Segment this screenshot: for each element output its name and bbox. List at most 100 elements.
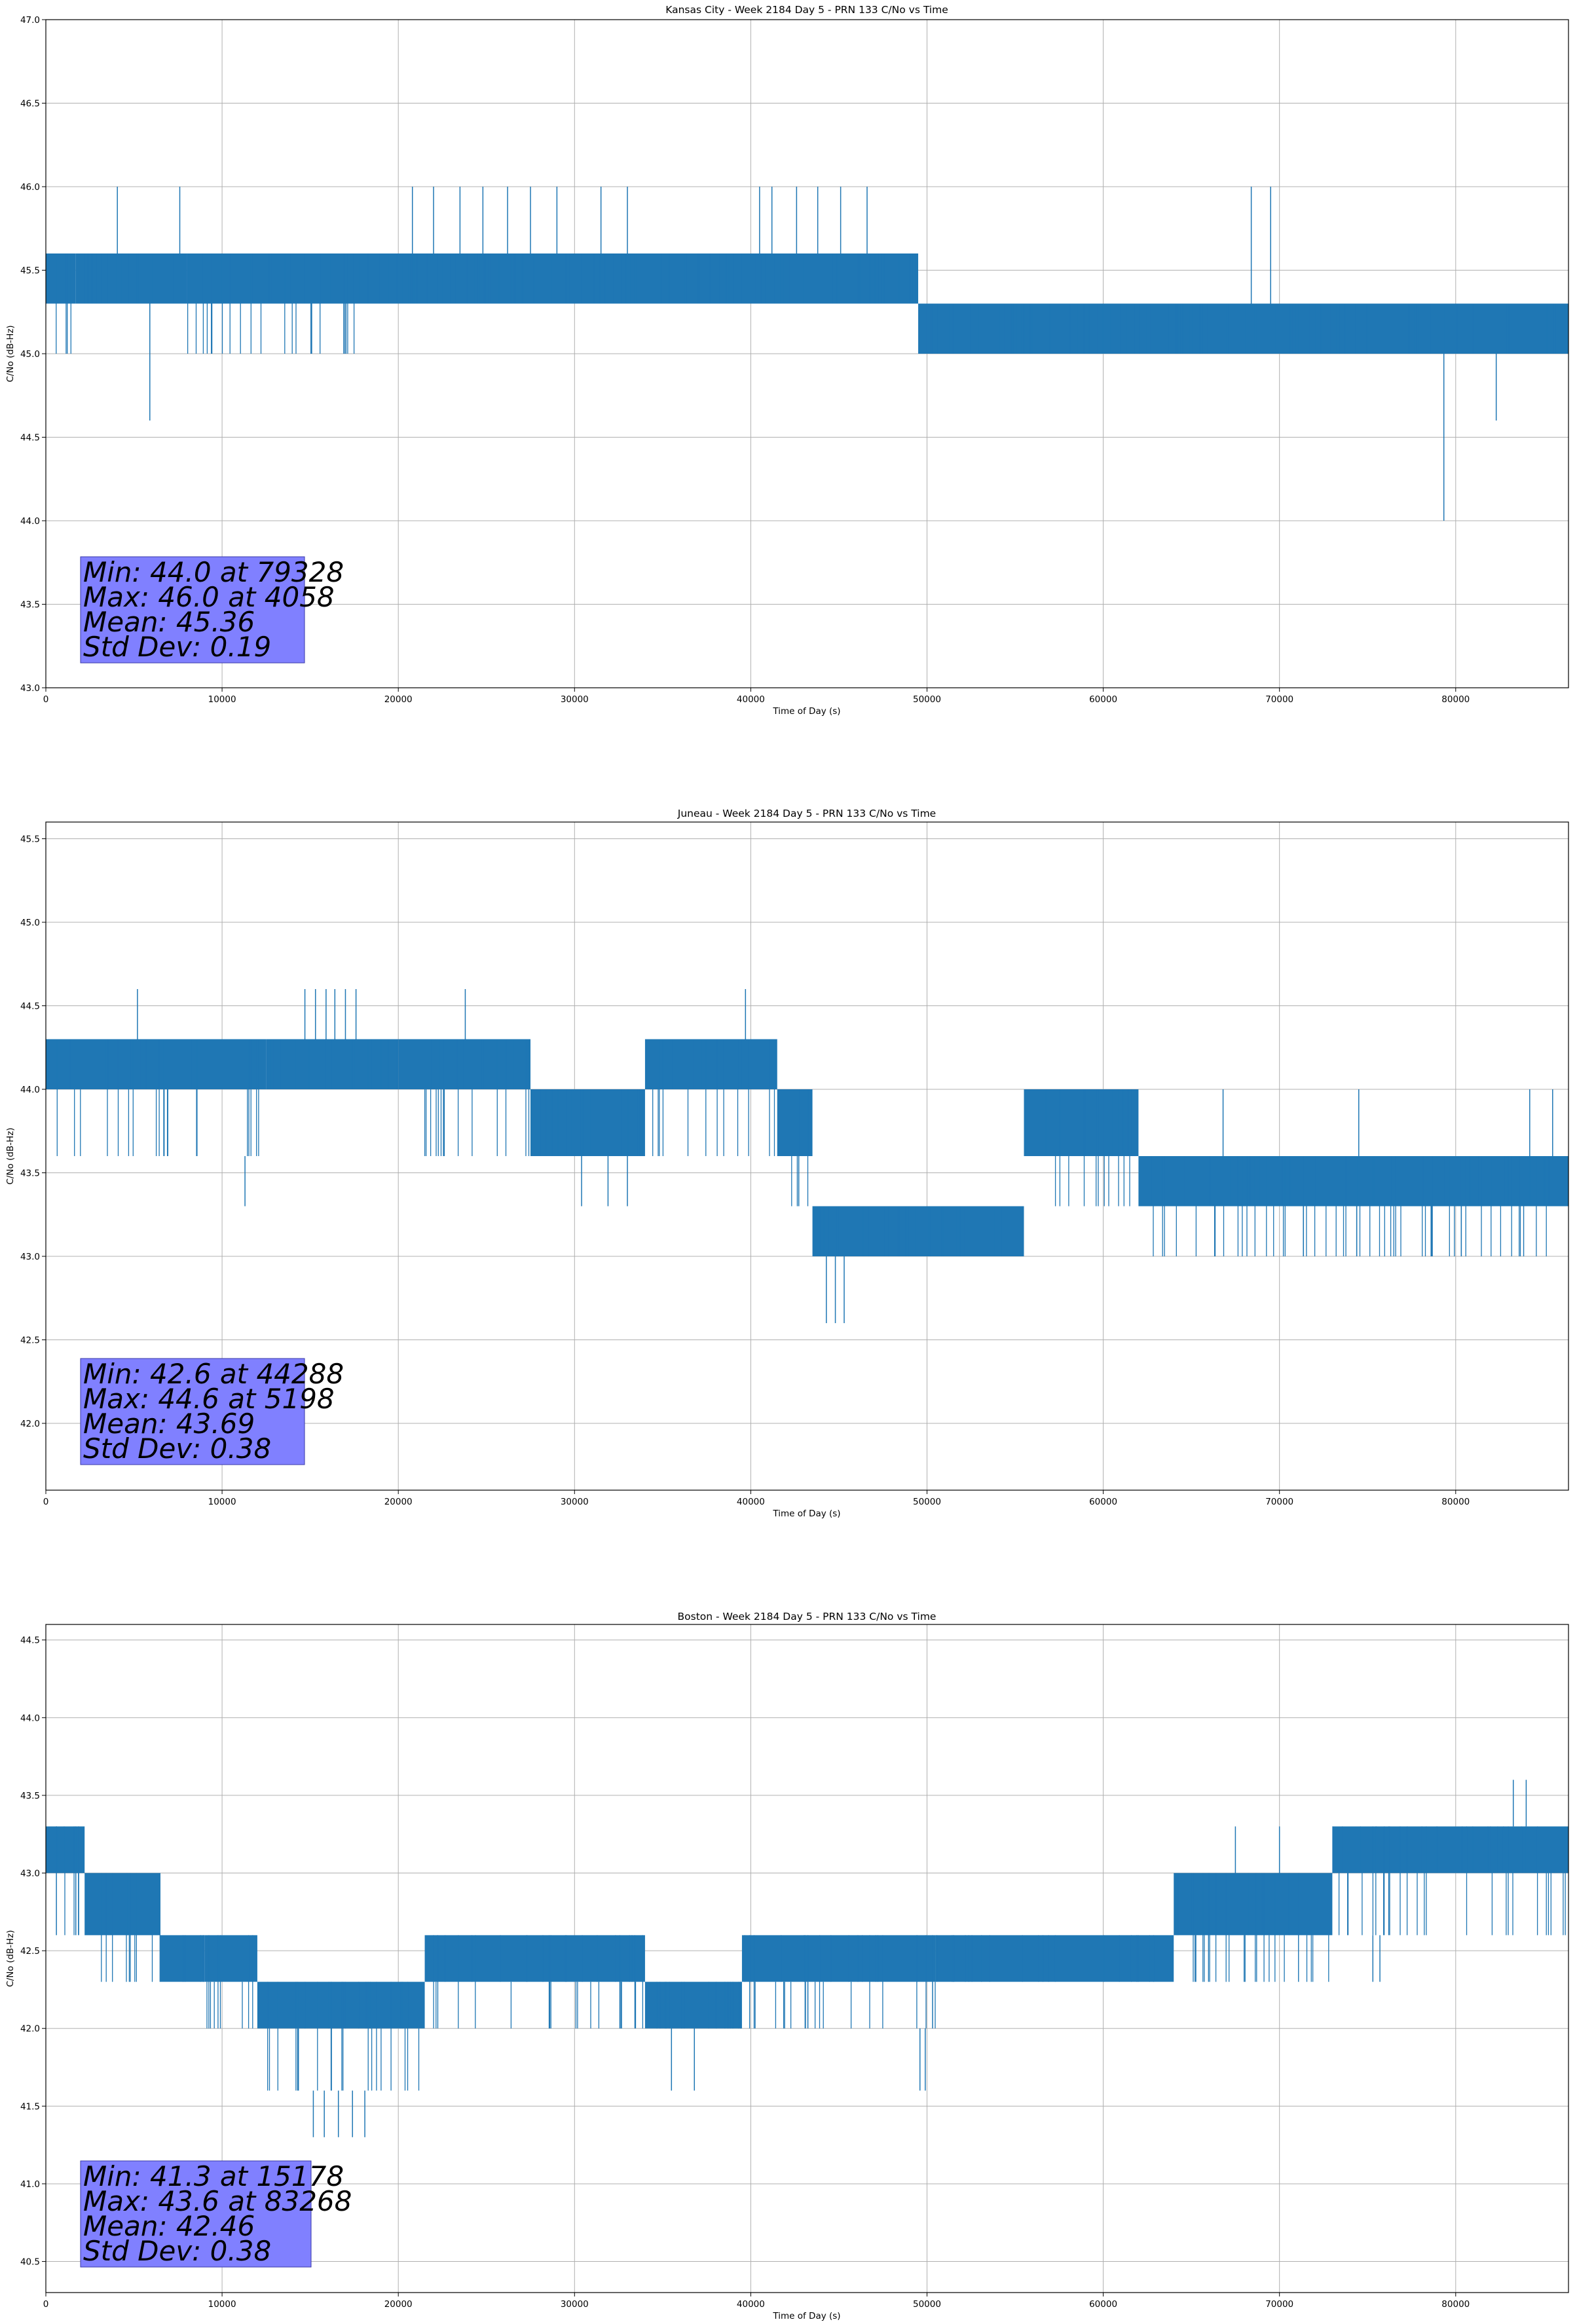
y-tick-label: 44.5: [20, 1636, 40, 1646]
signal-jitter: [56, 1826, 79, 1936]
y-tick-label: 45.0: [20, 918, 40, 928]
x-tick-label: 80000: [1441, 1497, 1470, 1507]
signal-jitter: [182, 1935, 204, 1982]
stat-mean: Mean: 43.69: [83, 1408, 255, 1440]
signal-jitter: [358, 1981, 420, 2091]
chart-kansas-city: Kansas City - Week 2184 Day 5 - PRN 133 …: [5, 4, 1569, 717]
y-tick-label: 43.0: [20, 1869, 40, 1879]
x-tick-label: 30000: [561, 1497, 589, 1507]
y-tick-label: 42.5: [20, 1336, 40, 1346]
signal-band: [160, 1935, 205, 1982]
y-tick-label: 44.5: [20, 433, 40, 443]
signal-jitter: [744, 1935, 936, 2029]
signal-band: [812, 1206, 1024, 1256]
y-axis-label: C/No (dB-Hz): [5, 325, 16, 382]
chart-boston: Boston - Week 2184 Day 5 - PRN 133 C/No …: [5, 1611, 1569, 2321]
chart-title: Boston - Week 2184 Day 5 - PRN 133 C/No …: [678, 1611, 937, 1622]
stat-std: Std Dev: 0.19: [83, 631, 271, 663]
signal-band: [935, 1935, 1174, 1982]
stat-min: Min: 44.0 at 79328: [83, 556, 344, 588]
y-tick-label: 47.0: [20, 15, 40, 26]
signal-band: [84, 1873, 160, 1936]
stat-max: Max: 44.6 at 5198: [83, 1383, 335, 1415]
x-axis-label: Time of Day (s): [772, 706, 840, 717]
x-tick-label: 80000: [1441, 694, 1470, 705]
signal-band: [644, 1039, 777, 1089]
stat-std: Std Dev: 0.38: [83, 1433, 271, 1465]
signal-jitter: [433, 1935, 644, 2029]
signal-jitter: [270, 1039, 398, 1089]
signal-band: [1024, 1089, 1139, 1156]
stat-min: Min: 42.6 at 44288: [83, 1358, 344, 1390]
signal-jitter: [267, 1981, 346, 2091]
signal-jitter: [424, 1039, 530, 1156]
chart-title: Kansas City - Week 2184 Day 5 - PRN 133 …: [665, 4, 948, 16]
y-tick-label: 40.5: [20, 2257, 40, 2268]
signal-band: [398, 1039, 531, 1089]
y-tick-label: 42.0: [20, 2024, 40, 2034]
x-tick-label: 10000: [208, 1497, 236, 1507]
x-tick-label: 60000: [1089, 694, 1117, 705]
y-tick-label: 45.0: [20, 349, 40, 360]
x-tick-label: 0: [43, 2299, 49, 2310]
x-tick-label: 0: [43, 1497, 49, 1507]
y-tick-label: 45.5: [20, 266, 40, 276]
signal-band: [187, 253, 354, 304]
x-tick-label: 60000: [1089, 2299, 1117, 2310]
x-axis-label: Time of Day (s): [772, 1509, 840, 1519]
stats-box: Min: 44.0 at 79328 Max: 46.0 at 4058 Mea…: [80, 556, 344, 664]
signal-jitter: [1176, 1873, 1329, 1982]
x-tick-label: 30000: [561, 694, 589, 705]
signal-jitter: [530, 1089, 643, 1156]
signal-band: [345, 1981, 425, 2029]
signal-band: [777, 1089, 813, 1156]
y-tick-label: 44.5: [20, 1002, 40, 1012]
signal-jitter: [791, 1089, 812, 1207]
signal-jitter: [814, 1206, 1002, 1256]
x-tick-label: 10000: [208, 2299, 236, 2310]
x-tick-label: 30000: [561, 2299, 589, 2310]
signal-jitter: [187, 253, 355, 354]
x-tick-label: 0: [43, 694, 49, 705]
y-tick-label: 41.5: [20, 2101, 40, 2112]
chart-title: Juneau - Week 2184 Day 5 - PRN 133 C/No …: [677, 808, 936, 819]
x-tick-label: 70000: [1265, 2299, 1293, 2310]
signal-band: [204, 1935, 257, 1982]
y-tick-label: 44.0: [20, 1085, 40, 1095]
y-tick-label: 43.5: [20, 1169, 40, 1179]
x-tick-label: 40000: [737, 2299, 765, 2310]
stat-max: Max: 46.0 at 4058: [83, 581, 335, 613]
stats-box: Min: 42.6 at 44288 Max: 44.6 at 5198 Mea…: [80, 1358, 344, 1465]
signal-band: [75, 253, 187, 304]
x-tick-label: 70000: [1265, 694, 1293, 705]
y-tick-label: 42.5: [20, 1946, 40, 1957]
x-tick-label: 20000: [384, 2299, 413, 2310]
y-tick-label: 45.5: [20, 834, 40, 845]
signal-jitter: [1045, 1089, 1132, 1207]
stats-box-background: [80, 1358, 305, 1465]
signal-band: [1332, 1826, 1568, 1873]
y-axis-label: C/No (dB-Hz): [5, 1930, 16, 1987]
y-tick-label: 41.0: [20, 2179, 40, 2190]
x-tick-label: 60000: [1089, 1497, 1117, 1507]
plot-area: [45, 821, 1569, 1491]
chart-juneau: Juneau - Week 2184 Day 5 - PRN 133 C/No …: [5, 808, 1569, 1519]
signal-band: [424, 1935, 645, 1982]
x-tick-label: 50000: [913, 1497, 941, 1507]
signal-band: [1174, 1873, 1333, 1936]
y-tick-label: 44.0: [20, 516, 40, 527]
signal-jitter: [656, 1981, 741, 2029]
x-tick-label: 50000: [913, 694, 941, 705]
signal-band: [741, 1935, 936, 1982]
x-tick-label: 40000: [737, 1497, 765, 1507]
signal-band: [257, 1981, 346, 2029]
signal-jitter: [101, 1873, 160, 1982]
stat-std: Std Dev: 0.38: [83, 2235, 271, 2267]
y-axis-label: C/No (dB-Hz): [5, 1127, 16, 1184]
y-tick-label: 43.0: [20, 1252, 40, 1262]
signal-jitter: [936, 1935, 1155, 1982]
signal-band: [530, 1089, 645, 1156]
y-tick-label: 46.5: [20, 99, 40, 109]
signal-band: [1138, 1156, 1568, 1207]
